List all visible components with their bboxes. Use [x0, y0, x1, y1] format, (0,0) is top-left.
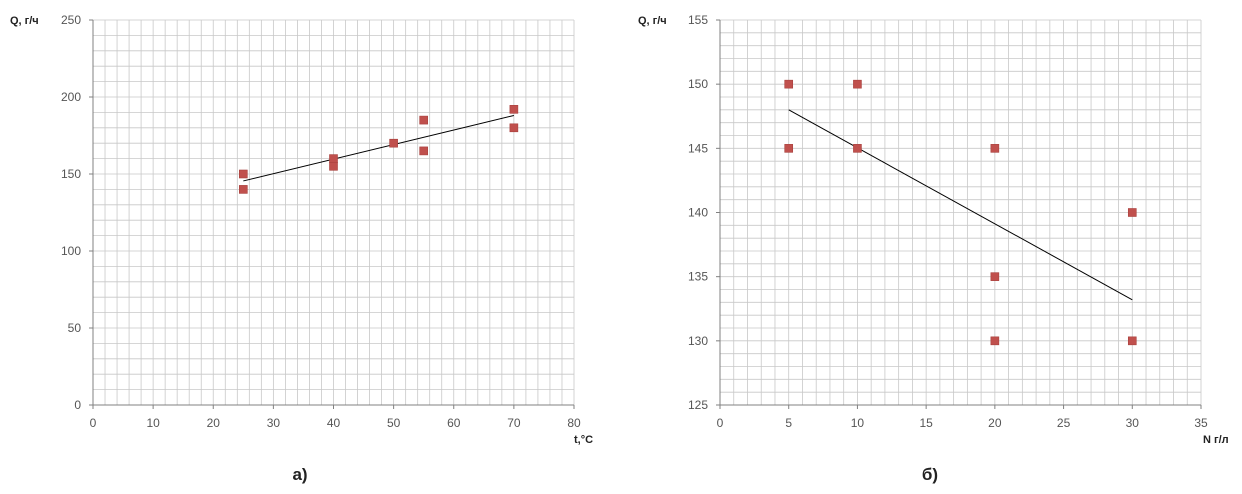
chart-a-data-point	[509, 123, 519, 133]
chart-a-data-point	[329, 154, 338, 163]
chart-a-data-point	[329, 162, 338, 171]
chart-a-y-tick-label: 200	[61, 90, 81, 104]
chart-b-x-tick-label: 10	[851, 416, 865, 430]
chart-b-x-tick-label: 5	[785, 416, 792, 430]
chart-b-data-point	[990, 272, 1000, 281]
chart-a-y-tick-label: 250	[61, 13, 81, 27]
chart-a-y-tick-label: 100	[61, 244, 81, 258]
chart-b-y-tick-label: 140	[688, 206, 708, 220]
chart-b: 0 5 10 15 20 25 30 35 125 130 135 140 145 150 155	[688, 13, 1208, 430]
chart-a-x-tick-label: 80	[567, 416, 581, 430]
chart-b-y-tick-label: 145	[688, 141, 708, 155]
chart-b-y-tick-label: 130	[688, 334, 708, 348]
chart-b-grid	[719, 19, 1202, 406]
chart-b-data-point	[784, 144, 794, 153]
chart-a-x-tick-label: 70	[507, 416, 521, 430]
chart-a-x-tick-label: 60	[447, 416, 461, 430]
chart-a-x-tick-label: 40	[327, 416, 341, 430]
chart-b-data-point	[1127, 208, 1137, 217]
chart-b-y-tick-label: 150	[688, 77, 708, 91]
chart-b-x-tick-label: 0	[717, 416, 724, 430]
chart-a-data-point	[509, 105, 519, 114]
chart-a-x-axis-label: t,°C	[574, 434, 593, 446]
chart-a-x-tick-label: 10	[146, 416, 160, 430]
chart-a-data-point	[239, 169, 248, 179]
chart-a-caption: а)	[292, 465, 307, 484]
chart-a-data-point	[419, 115, 428, 125]
chart-b-caption: б)	[922, 465, 938, 484]
chart-a-data-point	[419, 146, 428, 156]
chart-b-x-tick-label: 25	[1057, 416, 1071, 430]
chart-b-x-tick-label: 15	[919, 416, 933, 430]
chart-b-y-tick-label: 135	[688, 270, 708, 284]
chart-a-grid	[92, 19, 575, 406]
chart-b-data-point	[990, 144, 1000, 153]
chart-b-data-point	[990, 336, 1000, 346]
chart-a-y-tick-label: 50	[68, 321, 82, 335]
chart-b-data-point	[853, 144, 862, 153]
chart-b-data-point	[784, 79, 794, 89]
chart-a-data-point	[239, 185, 248, 194]
chart-b-trendline	[788, 109, 1133, 301]
chart-a: 0 10 20 30 40 50 60 70 80 0 50 100 150 200 250	[61, 13, 581, 430]
chart-a-y-tick-label: 0	[74, 398, 81, 412]
chart-b-y-axis-label: Q, г/ч	[638, 15, 667, 27]
chart-a-x-tick-label: 20	[207, 416, 221, 430]
chart-b-x-tick-label: 35	[1194, 416, 1208, 430]
chart-b-x-tick-label: 30	[1126, 416, 1140, 430]
chart-b-data-point	[853, 79, 862, 89]
chart-a-trendline	[243, 114, 514, 182]
chart-a-data-point	[389, 138, 398, 148]
chart-b-y-tick-label: 125	[688, 398, 708, 412]
chart-a-x-tick-label: 0	[90, 416, 97, 430]
chart-b-x-tick-label: 20	[988, 416, 1002, 430]
chart-b-y-tick-label: 155	[688, 13, 708, 27]
chart-a-y-axis-label: Q, г/ч	[10, 15, 39, 27]
chart-a-x-tick-label: 50	[387, 416, 401, 430]
chart-b-data-point	[1127, 336, 1137, 346]
chart-a-y-tick-label: 150	[61, 167, 81, 181]
chart-a-x-tick-label: 30	[267, 416, 281, 430]
chart-b-x-axis-label: N г/л	[1203, 434, 1229, 446]
